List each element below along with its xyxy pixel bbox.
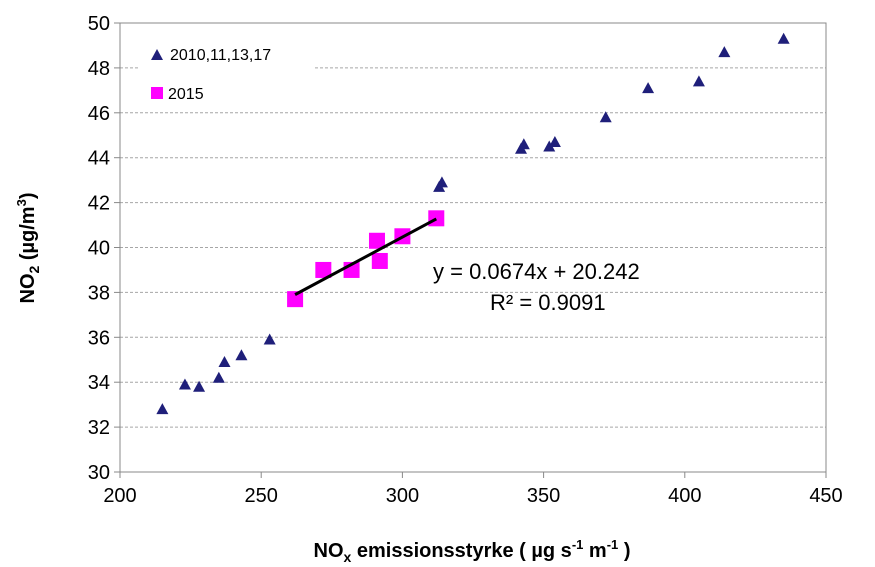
data-point-triangle	[193, 380, 206, 392]
x-tick-label: 200	[103, 485, 136, 507]
data-point-triangle	[543, 140, 556, 152]
data-point-triangle	[548, 135, 561, 147]
y-tick-label: 42	[88, 193, 110, 215]
x-tick-label: 250	[245, 485, 278, 507]
x-tick-label: 300	[386, 485, 419, 507]
legend-box	[140, 38, 315, 108]
x-axis-title: NOx emissionsstyrke ( µg s-1 m-1 )	[314, 537, 631, 565]
x-tick-label: 400	[668, 485, 701, 507]
y-tick-label: 32	[88, 417, 110, 439]
y-tick-label: 30	[88, 462, 110, 484]
data-point-triangle	[777, 32, 790, 44]
y-tick-label: 34	[88, 372, 110, 394]
trendline	[294, 217, 437, 296]
legend: 2010,11,13,17 2015	[140, 38, 315, 108]
y-tick-label: 46	[88, 103, 110, 125]
x-tick-label: 450	[809, 485, 842, 507]
legend-label-series-2: 2015	[168, 86, 204, 103]
data-point-triangle	[178, 378, 191, 390]
y-tick-label: 50	[88, 13, 110, 35]
data-point-triangle	[212, 371, 225, 383]
data-point-triangle	[718, 46, 731, 58]
legend-marker-square	[151, 87, 163, 99]
data-point-triangle	[599, 111, 612, 123]
data-point-triangle	[263, 333, 276, 345]
x-axis-ticks: 200 250 300 350 400 450	[103, 472, 843, 507]
data-points	[156, 32, 790, 415]
y-axis-title: NO2 (µg/m3)	[14, 193, 42, 304]
grid-lines	[120, 67, 826, 428]
data-point-triangle	[692, 75, 705, 87]
y-tick-label: 48	[88, 58, 110, 80]
y-tick-label: 44	[88, 148, 110, 170]
y-tick-label: 40	[88, 238, 110, 260]
data-point-triangle	[156, 403, 169, 415]
data-point-triangle	[235, 349, 248, 361]
x-tick-label: 350	[527, 485, 560, 507]
y-tick-label: 38	[88, 282, 110, 304]
data-point-square	[368, 232, 385, 249]
data-point-square	[371, 252, 388, 269]
data-point-triangle	[435, 176, 448, 188]
y-axis-ticks: 30 32 34 36 38 40 42 44 46 48 50	[88, 13, 120, 484]
data-point-triangle	[642, 82, 655, 94]
data-point-triangle	[218, 355, 231, 367]
data-point-square	[315, 261, 332, 278]
legend-label-series-1: 2010,11,13,17	[170, 47, 271, 64]
trendline-group	[294, 217, 437, 296]
legend-marker-triangle	[151, 49, 163, 60]
y-tick-label: 36	[88, 327, 110, 349]
data-point-square	[428, 210, 445, 227]
data-point-triangle	[517, 138, 530, 150]
trendline-equation: y = 0.0674x + 20.242	[433, 259, 640, 284]
trendline-r-squared: R² = 0.9091	[490, 290, 606, 315]
data-point-square	[287, 291, 304, 308]
